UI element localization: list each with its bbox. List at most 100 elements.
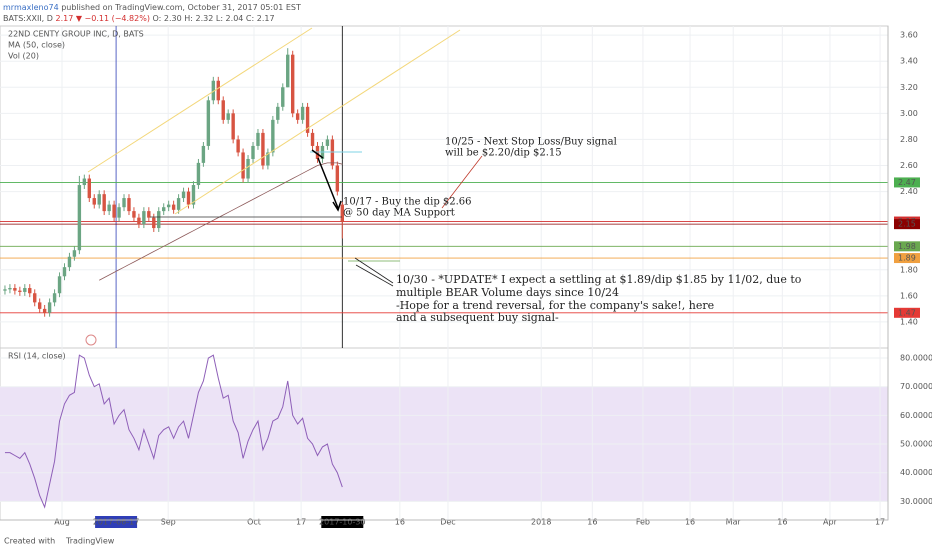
y-tick-label: 2.40 — [900, 187, 918, 196]
symbol: BATS:XXII, D — [3, 14, 53, 23]
ma-line — [99, 162, 343, 281]
arrow — [317, 157, 339, 209]
candle-body — [206, 100, 211, 146]
candle-body — [171, 204, 176, 210]
candle-body — [28, 288, 32, 294]
candle-body — [72, 250, 77, 257]
price-pane — [0, 25, 889, 349]
x-tick-highlight — [95, 516, 138, 528]
candle-body — [87, 178, 91, 199]
x-tick-label: Aug — [54, 518, 70, 527]
x-tick-label: 17 — [296, 518, 306, 527]
candle-body — [132, 211, 136, 218]
annotation: and a subsequent buy signal- — [396, 311, 559, 324]
level-tag — [894, 253, 920, 264]
candle-body — [310, 132, 315, 146]
candle-body — [122, 198, 126, 208]
candle-body — [201, 145, 206, 163]
rsi-line — [4, 354, 343, 509]
change: 2.17 ▼ −0.11 (−4.82%) — [55, 14, 149, 23]
annotation: will be $2.20/dip $2.15 — [445, 148, 562, 159]
footer-brand: TradingView — [65, 537, 115, 546]
candle-body — [42, 308, 47, 313]
candle-body — [231, 113, 235, 140]
event-marker — [85, 334, 97, 346]
y-tick-label: 60.0000 — [900, 411, 932, 420]
candle-body — [186, 191, 191, 205]
candle-body — [325, 139, 330, 146]
candle-body — [236, 139, 240, 153]
candle-body — [33, 293, 37, 303]
candle-body — [37, 302, 42, 309]
candle-body — [112, 204, 116, 218]
x-tick-label: Oct — [247, 518, 261, 527]
candle-body — [216, 80, 220, 101]
y-tick-label: 3.60 — [900, 31, 918, 40]
channel-line — [87, 27, 313, 173]
candle-body — [3, 289, 7, 291]
level-label: 1.89 — [898, 254, 916, 263]
candle-body — [266, 152, 270, 166]
candle-body — [47, 302, 52, 313]
y-tick-label: 2.60 — [900, 161, 918, 170]
candle-body — [261, 132, 265, 166]
candle-body — [8, 288, 12, 290]
candle-body — [226, 113, 230, 120]
candle-body — [340, 204, 345, 222]
candle-body — [276, 106, 280, 120]
candle-body — [271, 119, 275, 153]
ohlc: O: 2.30 H: 2.32 L: 2.04 C: 2.17 — [153, 14, 275, 23]
candle-body — [92, 198, 96, 205]
level-tag — [894, 307, 920, 318]
candle-body — [286, 54, 290, 88]
candle-body — [241, 152, 245, 179]
candle-body — [281, 87, 285, 107]
level-label: 2.47 — [898, 178, 916, 187]
arrow — [311, 149, 324, 159]
candle-body — [62, 267, 67, 277]
arrow-head — [332, 200, 342, 212]
x-tick-label: 16 — [685, 518, 695, 527]
y-tick-label: 50.0000 — [900, 440, 932, 449]
y-tick-label: 2.80 — [900, 135, 918, 144]
x-tick-label: Apr — [823, 518, 838, 527]
author: mrmaxleno74 — [3, 3, 59, 12]
candle-body — [13, 288, 17, 291]
candle-body — [300, 106, 305, 120]
candle-body — [305, 106, 310, 133]
annotation: 10/25 - Next Stop Loss/Buy signal — [445, 137, 617, 148]
candle-body — [142, 211, 146, 225]
header-line-1: mrmaxleno74 published on TradingView.com… — [3, 3, 301, 12]
candle-body — [117, 207, 121, 218]
published: published on TradingView.com, October 31… — [61, 3, 301, 12]
candle-body — [18, 290, 22, 292]
y-tick-label: 1.60 — [900, 291, 918, 300]
candle-body — [221, 100, 225, 120]
candle-body — [166, 204, 171, 208]
x-tick-label: Dec — [440, 518, 455, 527]
candle-body — [246, 158, 250, 179]
level-tag — [894, 219, 920, 230]
candle-body — [137, 217, 141, 225]
drawings — [85, 27, 483, 346]
y-tick-label: 80.0000 — [900, 354, 932, 363]
candle-body — [152, 217, 156, 229]
arrow — [355, 264, 394, 287]
x-tick-label: Feb — [636, 518, 650, 527]
candle-body — [157, 211, 161, 229]
arrow — [354, 257, 394, 284]
candle-body — [52, 293, 57, 303]
y-tick-label: 40.0000 — [900, 468, 932, 477]
y-tick-label: 70.0000 — [900, 382, 932, 391]
level-tag — [894, 241, 920, 252]
annotation: -Hope for a trend reversal, for the comp… — [396, 299, 714, 312]
legend-volume: Vol (20) — [8, 52, 39, 61]
x-tick-label: 16 — [395, 518, 405, 527]
candle-body — [97, 194, 101, 205]
candle-body — [57, 276, 62, 294]
level-label: 2.15 — [898, 220, 916, 229]
x-tick-label: 16 — [587, 518, 597, 527]
annotation: @ 50 day MA Support — [343, 208, 455, 219]
candle-body — [196, 162, 201, 186]
